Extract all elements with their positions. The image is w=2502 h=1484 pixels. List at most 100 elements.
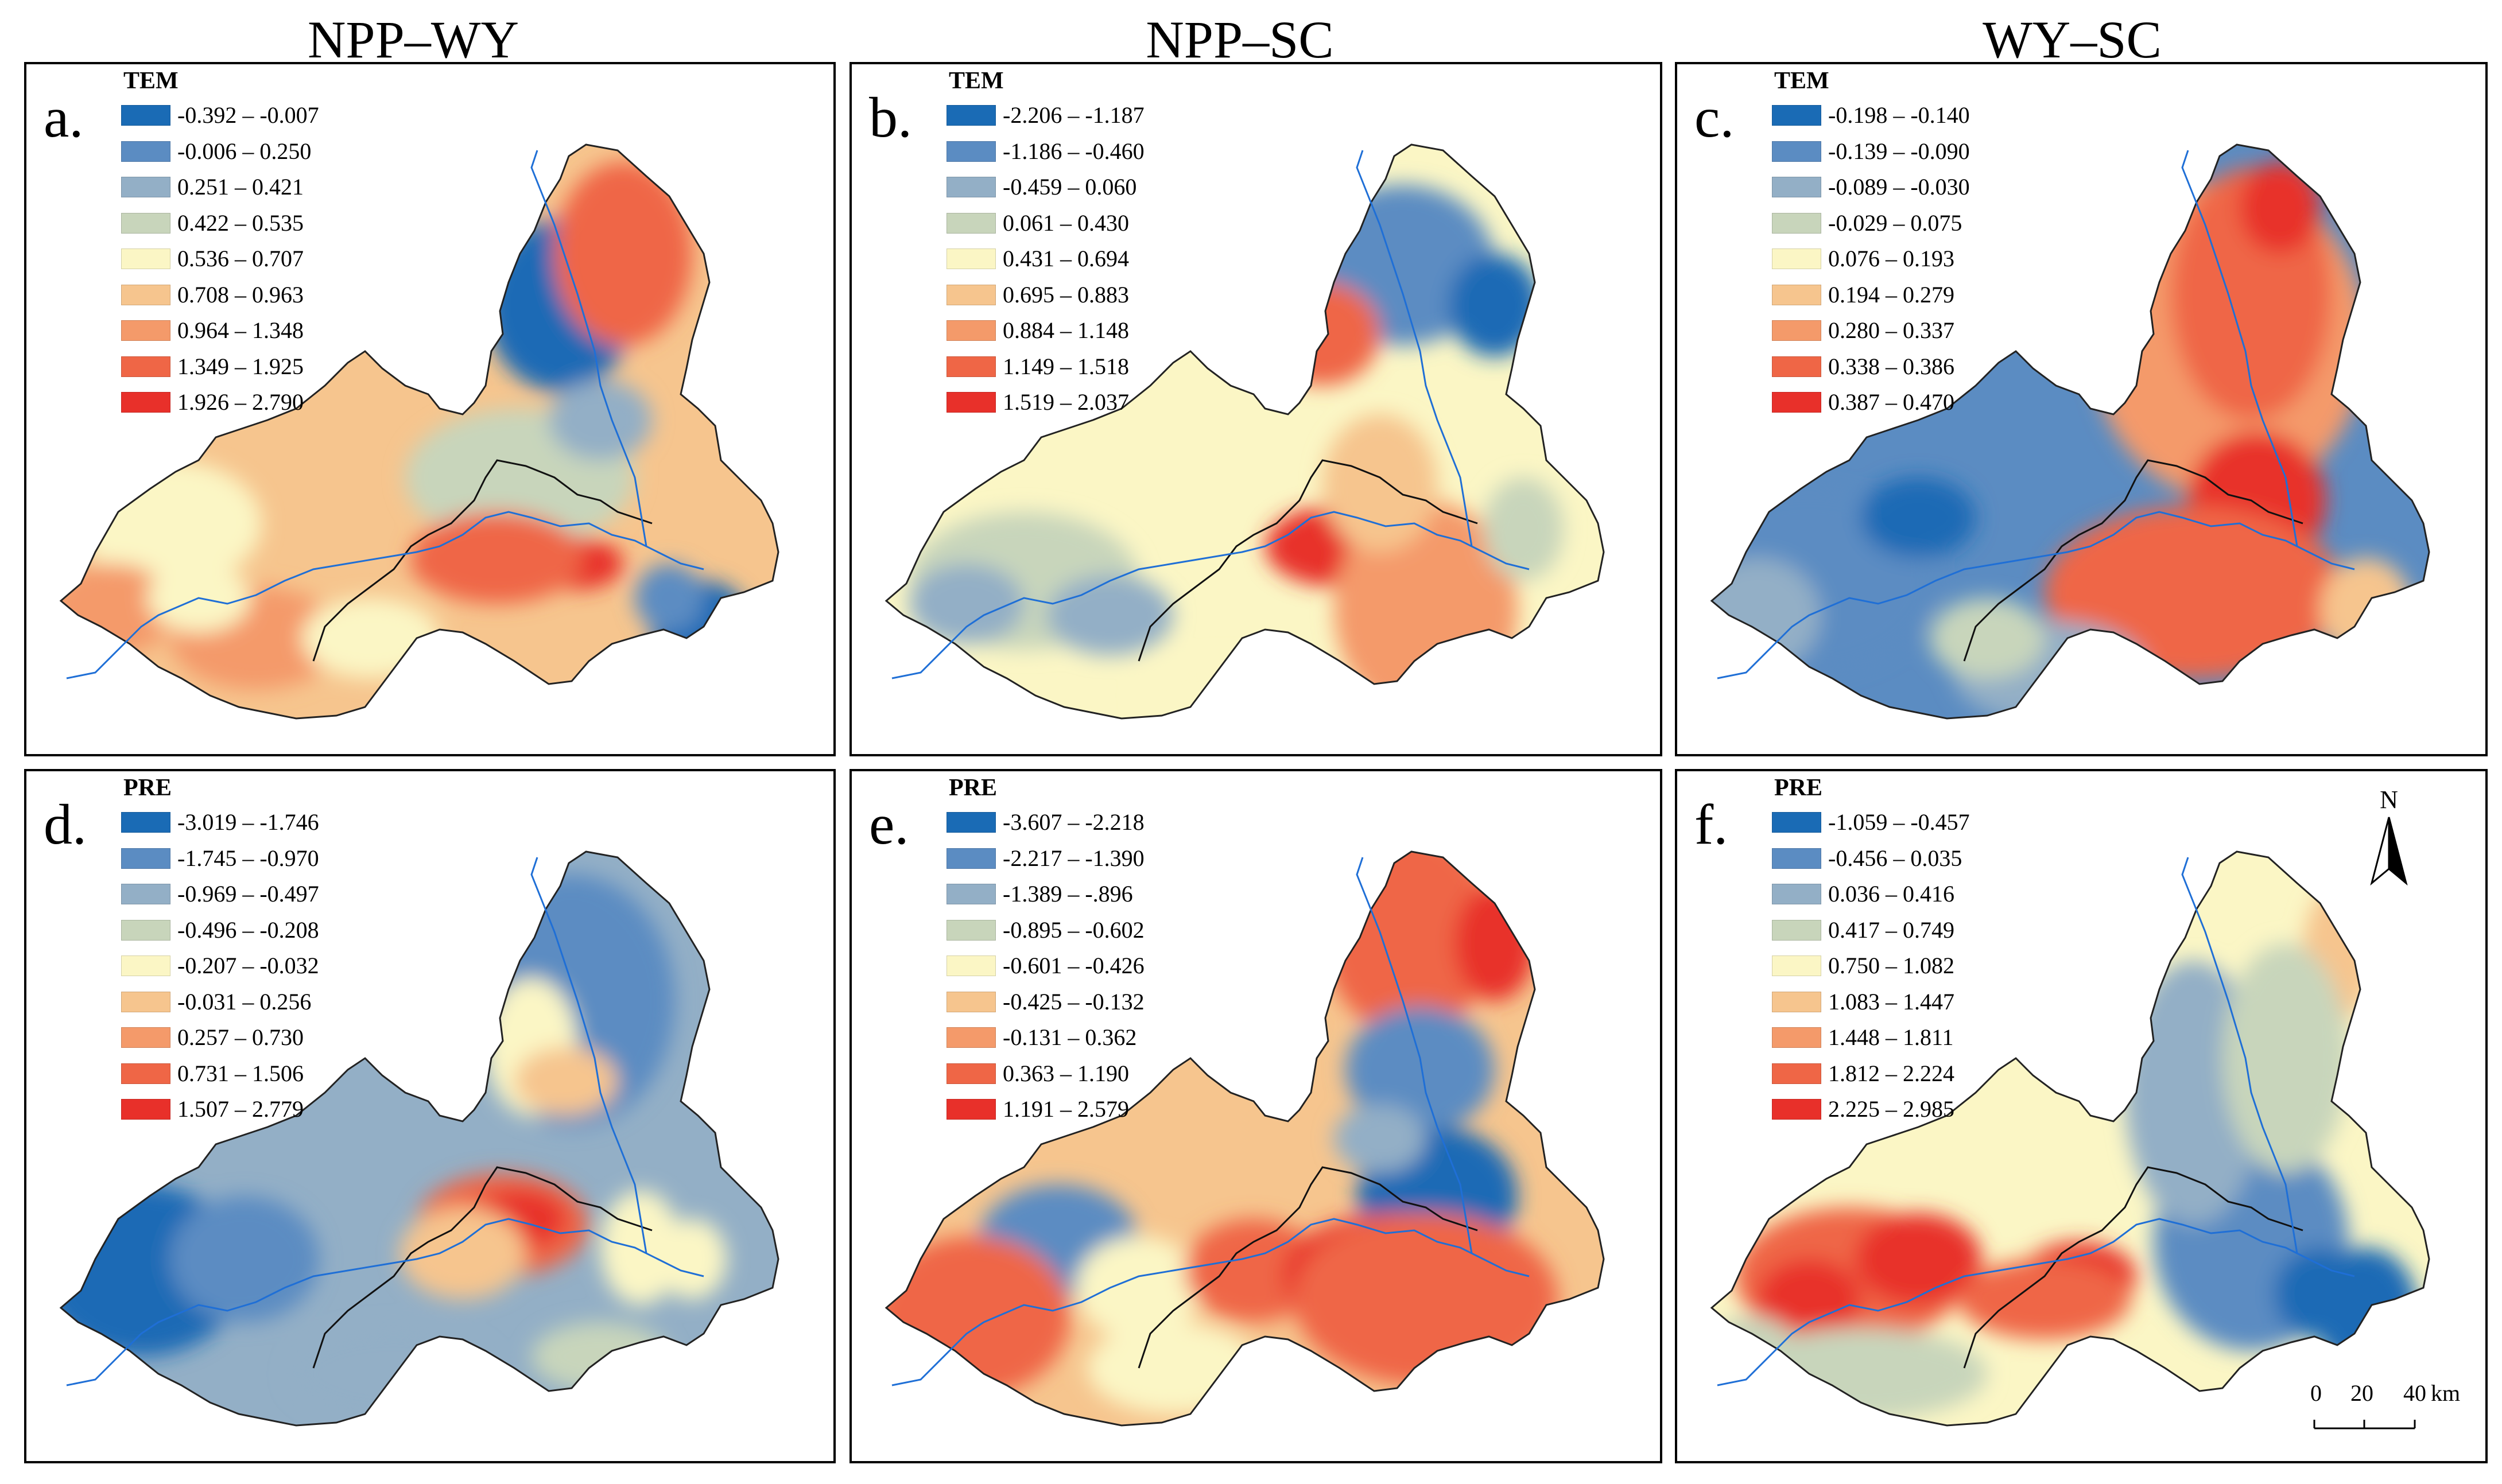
- map-zone: [1345, 1007, 1495, 1133]
- legend-label: 1.191 – 2.579: [1003, 1096, 1129, 1122]
- legend-label: 1.349 – 1.925: [177, 353, 304, 379]
- legend-swatch: [947, 1063, 996, 1084]
- legend-item: -0.006 – 0.250: [121, 134, 319, 170]
- legend-swatch: [947, 284, 996, 305]
- map-zone: [886, 1236, 1070, 1397]
- legend-item: -1.059 – -0.457: [1772, 805, 1970, 841]
- legend-label: 0.036 – 0.416: [1828, 881, 1954, 907]
- basin-outline: [59, 143, 779, 720]
- legend-swatch: [1772, 991, 1821, 1012]
- legend-item: 0.695 – 0.883: [947, 277, 1145, 313]
- legend-label: 0.708 – 0.963: [177, 281, 304, 308]
- legend-item: -0.459 – 0.060: [947, 169, 1145, 205]
- legend-item: 0.061 – 0.430: [947, 205, 1145, 242]
- legend-swatch: [121, 141, 170, 162]
- legend-label: 1.812 – 2.224: [1828, 1060, 1954, 1086]
- legend-swatch: [947, 884, 996, 905]
- basin-outline: [885, 143, 1605, 720]
- legend-swatch: [947, 955, 996, 977]
- legend: PRE -3.019 – -1.746 -1.745 – -0.970 -0.969 …: [121, 771, 319, 1128]
- subbasin-boundary: [1138, 459, 1478, 662]
- legend-item: 0.884 – 1.148: [947, 313, 1145, 349]
- map-zone: [2222, 943, 2349, 1173]
- legend-label: -0.969 – -0.497: [177, 881, 319, 907]
- legend-label: -0.207 – -0.032: [177, 953, 319, 979]
- legend-item: 1.083 – 1.447: [1772, 984, 1970, 1020]
- map-zone: [658, 1219, 727, 1299]
- legend-item: 1.812 – 2.224: [1772, 1056, 1970, 1092]
- legend-label: -0.139 – -0.090: [1828, 138, 1970, 164]
- legend-label: 1.149 – 1.518: [1003, 353, 1129, 379]
- raster-map: [59, 143, 779, 720]
- legend: PRE -3.607 – -2.218 -2.217 – -1.390 -1.389 …: [947, 771, 1145, 1128]
- legend-title: PRE: [123, 775, 172, 801]
- river-line: [66, 150, 704, 679]
- legend-label: 0.431 – 0.694: [1003, 246, 1129, 272]
- legend: TEM -2.206 – -1.187 -1.186 – -0.460 -0.459 …: [947, 64, 1145, 421]
- basin-outline: [1710, 143, 2430, 720]
- legend-label: -3.019 – -1.746: [177, 809, 319, 836]
- legend-title: PRE: [1774, 775, 1822, 801]
- column-title-npp-sc: NPP–SC: [1146, 10, 1334, 69]
- legend-label: -0.456 – 0.035: [1828, 845, 1962, 871]
- legend-swatch: [1772, 392, 1821, 413]
- legend-swatch: [121, 392, 170, 413]
- map-zone: [2274, 1248, 2366, 1339]
- legend-label: 2.225 – 2.985: [1828, 1096, 1954, 1122]
- map-zone: [1758, 1259, 1861, 1339]
- legend-item: -0.207 – -0.032: [121, 948, 319, 984]
- legend-item: 0.708 – 0.963: [121, 277, 319, 313]
- legend-swatch: [1772, 356, 1821, 377]
- legend-swatch: [1772, 284, 1821, 305]
- legend-label: -1.186 – -0.460: [1003, 138, 1145, 164]
- legend-item: -3.607 – -2.218: [947, 805, 1145, 841]
- legend-label: -0.895 – -0.602: [1003, 916, 1145, 943]
- legend-label: 0.257 – 0.730: [177, 1024, 304, 1051]
- map-panel-d: d. PRE -3.019 – -1.746 -1.745 – -0.970 -0.96…: [24, 769, 836, 1463]
- legend-swatch: [121, 848, 170, 869]
- raster-map: [885, 143, 1605, 720]
- subbasin-boundary: [312, 1166, 653, 1369]
- legend-item: 0.387 – 0.470: [1772, 384, 1970, 421]
- legend-label: -0.392 – -0.007: [177, 102, 319, 129]
- legend-swatch: [947, 248, 996, 270]
- legend-item: -0.029 – 0.075: [1772, 205, 1970, 242]
- legend-title: TEM: [949, 68, 1004, 94]
- legend-item: -0.895 – -0.602: [947, 912, 1145, 949]
- legend-label: -1.745 – -0.970: [177, 845, 319, 871]
- legend-item: 0.731 – 1.506: [121, 1056, 319, 1092]
- legend-swatch: [121, 812, 170, 833]
- legend-label: -2.206 – -1.187: [1003, 102, 1145, 129]
- legend-item: -2.217 – -1.390: [947, 841, 1145, 877]
- legend-item: -0.601 – -0.426: [947, 948, 1145, 984]
- legend-label: 1.507 – 2.779: [177, 1096, 304, 1122]
- map-zone: [2045, 506, 2343, 678]
- legend-swatch: [1772, 177, 1821, 198]
- legend-label: -0.029 – 0.075: [1828, 209, 1962, 236]
- legend-label: -0.459 – 0.060: [1003, 174, 1137, 200]
- legend-item: 0.363 – 1.190: [947, 1056, 1145, 1092]
- legend-swatch: [121, 177, 170, 198]
- legend-item: -0.425 – -0.132: [947, 984, 1145, 1020]
- legend-swatch: [1772, 848, 1821, 869]
- legend-swatch: [947, 320, 996, 341]
- map-zone: [532, 1322, 669, 1391]
- scale-bar: 0 20 40 km: [2306, 1380, 2460, 1443]
- legend-label: 0.731 – 1.506: [177, 1060, 304, 1086]
- legend-label: -0.006 – 0.250: [177, 138, 312, 164]
- legend-swatch: [1772, 141, 1821, 162]
- legend-swatch: [1772, 812, 1821, 833]
- north-arrow-icon: N: [2363, 786, 2415, 895]
- legend-swatch: [121, 320, 170, 341]
- map-zone: [1958, 1259, 2131, 1339]
- legend-item: -0.139 – -0.090: [1772, 134, 1970, 170]
- column-title-npp-wy: NPP–WY: [307, 10, 519, 69]
- legend-item: 0.257 – 0.730: [121, 1020, 319, 1056]
- raster-map: [1710, 850, 2430, 1427]
- map-zone: [1185, 1219, 1322, 1322]
- map-zone: [1449, 254, 1541, 357]
- legend-item: -2.206 – -1.187: [947, 98, 1145, 134]
- legend-item: 1.519 – 2.037: [947, 384, 1145, 421]
- subbasin-boundary: [1963, 459, 2303, 662]
- legend-label: 0.964 – 1.348: [177, 317, 304, 344]
